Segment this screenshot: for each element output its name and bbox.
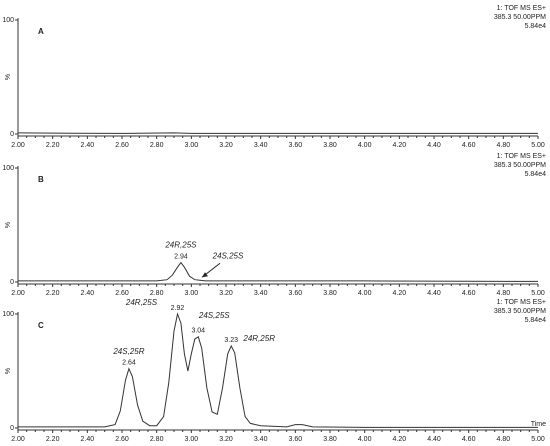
x-tick-label: 2.80	[150, 290, 164, 297]
x-tick-label: 2.00	[11, 290, 25, 297]
peak-name: 24R,25S	[125, 298, 158, 307]
x-tick-label: 4.80	[497, 290, 511, 297]
x-tick-label: 3.40	[254, 142, 268, 149]
x-tick-label: 2.60	[115, 436, 129, 443]
peak-rt: 3.04	[191, 328, 205, 335]
y-tick-label: 100	[2, 17, 14, 24]
peak-rt: 2.94	[174, 253, 188, 260]
x-tick-label: 2.00	[11, 142, 25, 149]
header-line: 1: TOF MS ES+	[497, 299, 546, 306]
y-axis-label: %	[5, 222, 12, 228]
x-tick-label: 3.80	[323, 142, 337, 149]
x-tick-label: 4.40	[427, 436, 441, 443]
x-tick-label: 5.00	[531, 436, 545, 443]
arrow-label: 24S,25S	[212, 251, 244, 260]
header-line: 1: TOF MS ES+	[497, 5, 546, 12]
x-tick-label: 4.80	[497, 142, 511, 149]
x-tick-label: 3.40	[254, 290, 268, 297]
x-tick-label: 2.80	[150, 142, 164, 149]
x-tick-label: 2.00	[11, 436, 25, 443]
x-tick-label: 3.60	[289, 436, 303, 443]
x-tick-label: 3.20	[219, 436, 233, 443]
trace	[18, 312, 538, 428]
x-tick-label: 2.60	[115, 290, 129, 297]
y-tick-label: 0	[10, 279, 14, 286]
header-line: 5.84e4	[525, 317, 547, 324]
x-tick-label: 4.20	[393, 290, 407, 297]
peak-rt: 2.64	[122, 360, 136, 367]
trace	[18, 261, 539, 282]
x-tick-label: 4.20	[393, 436, 407, 443]
header-line: 385.3 50.00PPM	[494, 14, 546, 21]
x-tick-label: 2.20	[46, 436, 60, 443]
x-tick-label: 4.20	[393, 142, 407, 149]
x-tick-label: 5.00	[531, 290, 545, 297]
y-axis-label: %	[5, 74, 12, 80]
y-axis-label: %	[5, 368, 12, 374]
x-tick-label: 2.20	[46, 290, 60, 297]
peak-name: 24R,25R	[242, 334, 275, 343]
x-tick-label: 4.40	[427, 290, 441, 297]
x-tick-label: 3.00	[185, 142, 199, 149]
header-line: 385.3 50.00PPM	[494, 162, 546, 169]
x-tick-label: 2.20	[46, 142, 60, 149]
panel-label: C	[38, 321, 44, 330]
header-line: 1: TOF MS ES+	[497, 153, 546, 160]
x-tick-label: 3.40	[254, 436, 268, 443]
x-tick-label: 3.00	[185, 436, 199, 443]
x-tick-label: 5.00	[531, 142, 545, 149]
trace	[17, 132, 538, 134]
x-tick-label: 4.80	[497, 436, 511, 443]
x-tick-label: 4.00	[358, 290, 372, 297]
x-tick-label: 4.00	[358, 142, 372, 149]
peak-name: 24R,25S	[164, 241, 197, 250]
x-tick-label: 3.80	[323, 436, 337, 443]
x-tick-label: 3.20	[219, 290, 233, 297]
x-tick-label: 4.00	[358, 436, 372, 443]
y-tick-label: 0	[10, 425, 14, 432]
peak-name: 24S,25R	[112, 347, 144, 356]
y-tick-label: 0	[10, 131, 14, 138]
header-line: 5.84e4	[525, 171, 547, 178]
x-tick-label: 3.20	[219, 142, 233, 149]
x-tick-label: 2.40	[81, 290, 95, 297]
x-tick-label: 4.60	[462, 290, 476, 297]
x-tick-label: 3.60	[289, 290, 303, 297]
x-tick-label: 3.00	[185, 290, 199, 297]
y-tick-label: 100	[2, 165, 14, 172]
panel-label: B	[38, 175, 44, 184]
x-tick-label: 2.40	[81, 436, 95, 443]
x-tick-label: 3.80	[323, 290, 337, 297]
x-tick-label: 2.80	[150, 436, 164, 443]
y-tick-label: 100	[2, 311, 14, 318]
peak-name: 24S,25S	[198, 311, 230, 320]
panel-label: A	[38, 27, 44, 36]
arrow-head	[202, 272, 208, 278]
x-axis-label: Time	[531, 421, 546, 428]
x-tick-label: 4.40	[427, 142, 441, 149]
x-tick-label: 4.60	[462, 436, 476, 443]
x-tick-label: 3.60	[289, 142, 303, 149]
peak-rt: 2.92	[171, 305, 185, 312]
header-line: 5.84e4	[525, 23, 547, 30]
x-tick-label: 2.40	[81, 142, 95, 149]
x-tick-label: 2.60	[115, 142, 129, 149]
header-line: 385.3 50.00PPM	[494, 308, 546, 315]
x-tick-label: 4.60	[462, 142, 476, 149]
peak-rt: 3.23	[224, 337, 238, 344]
